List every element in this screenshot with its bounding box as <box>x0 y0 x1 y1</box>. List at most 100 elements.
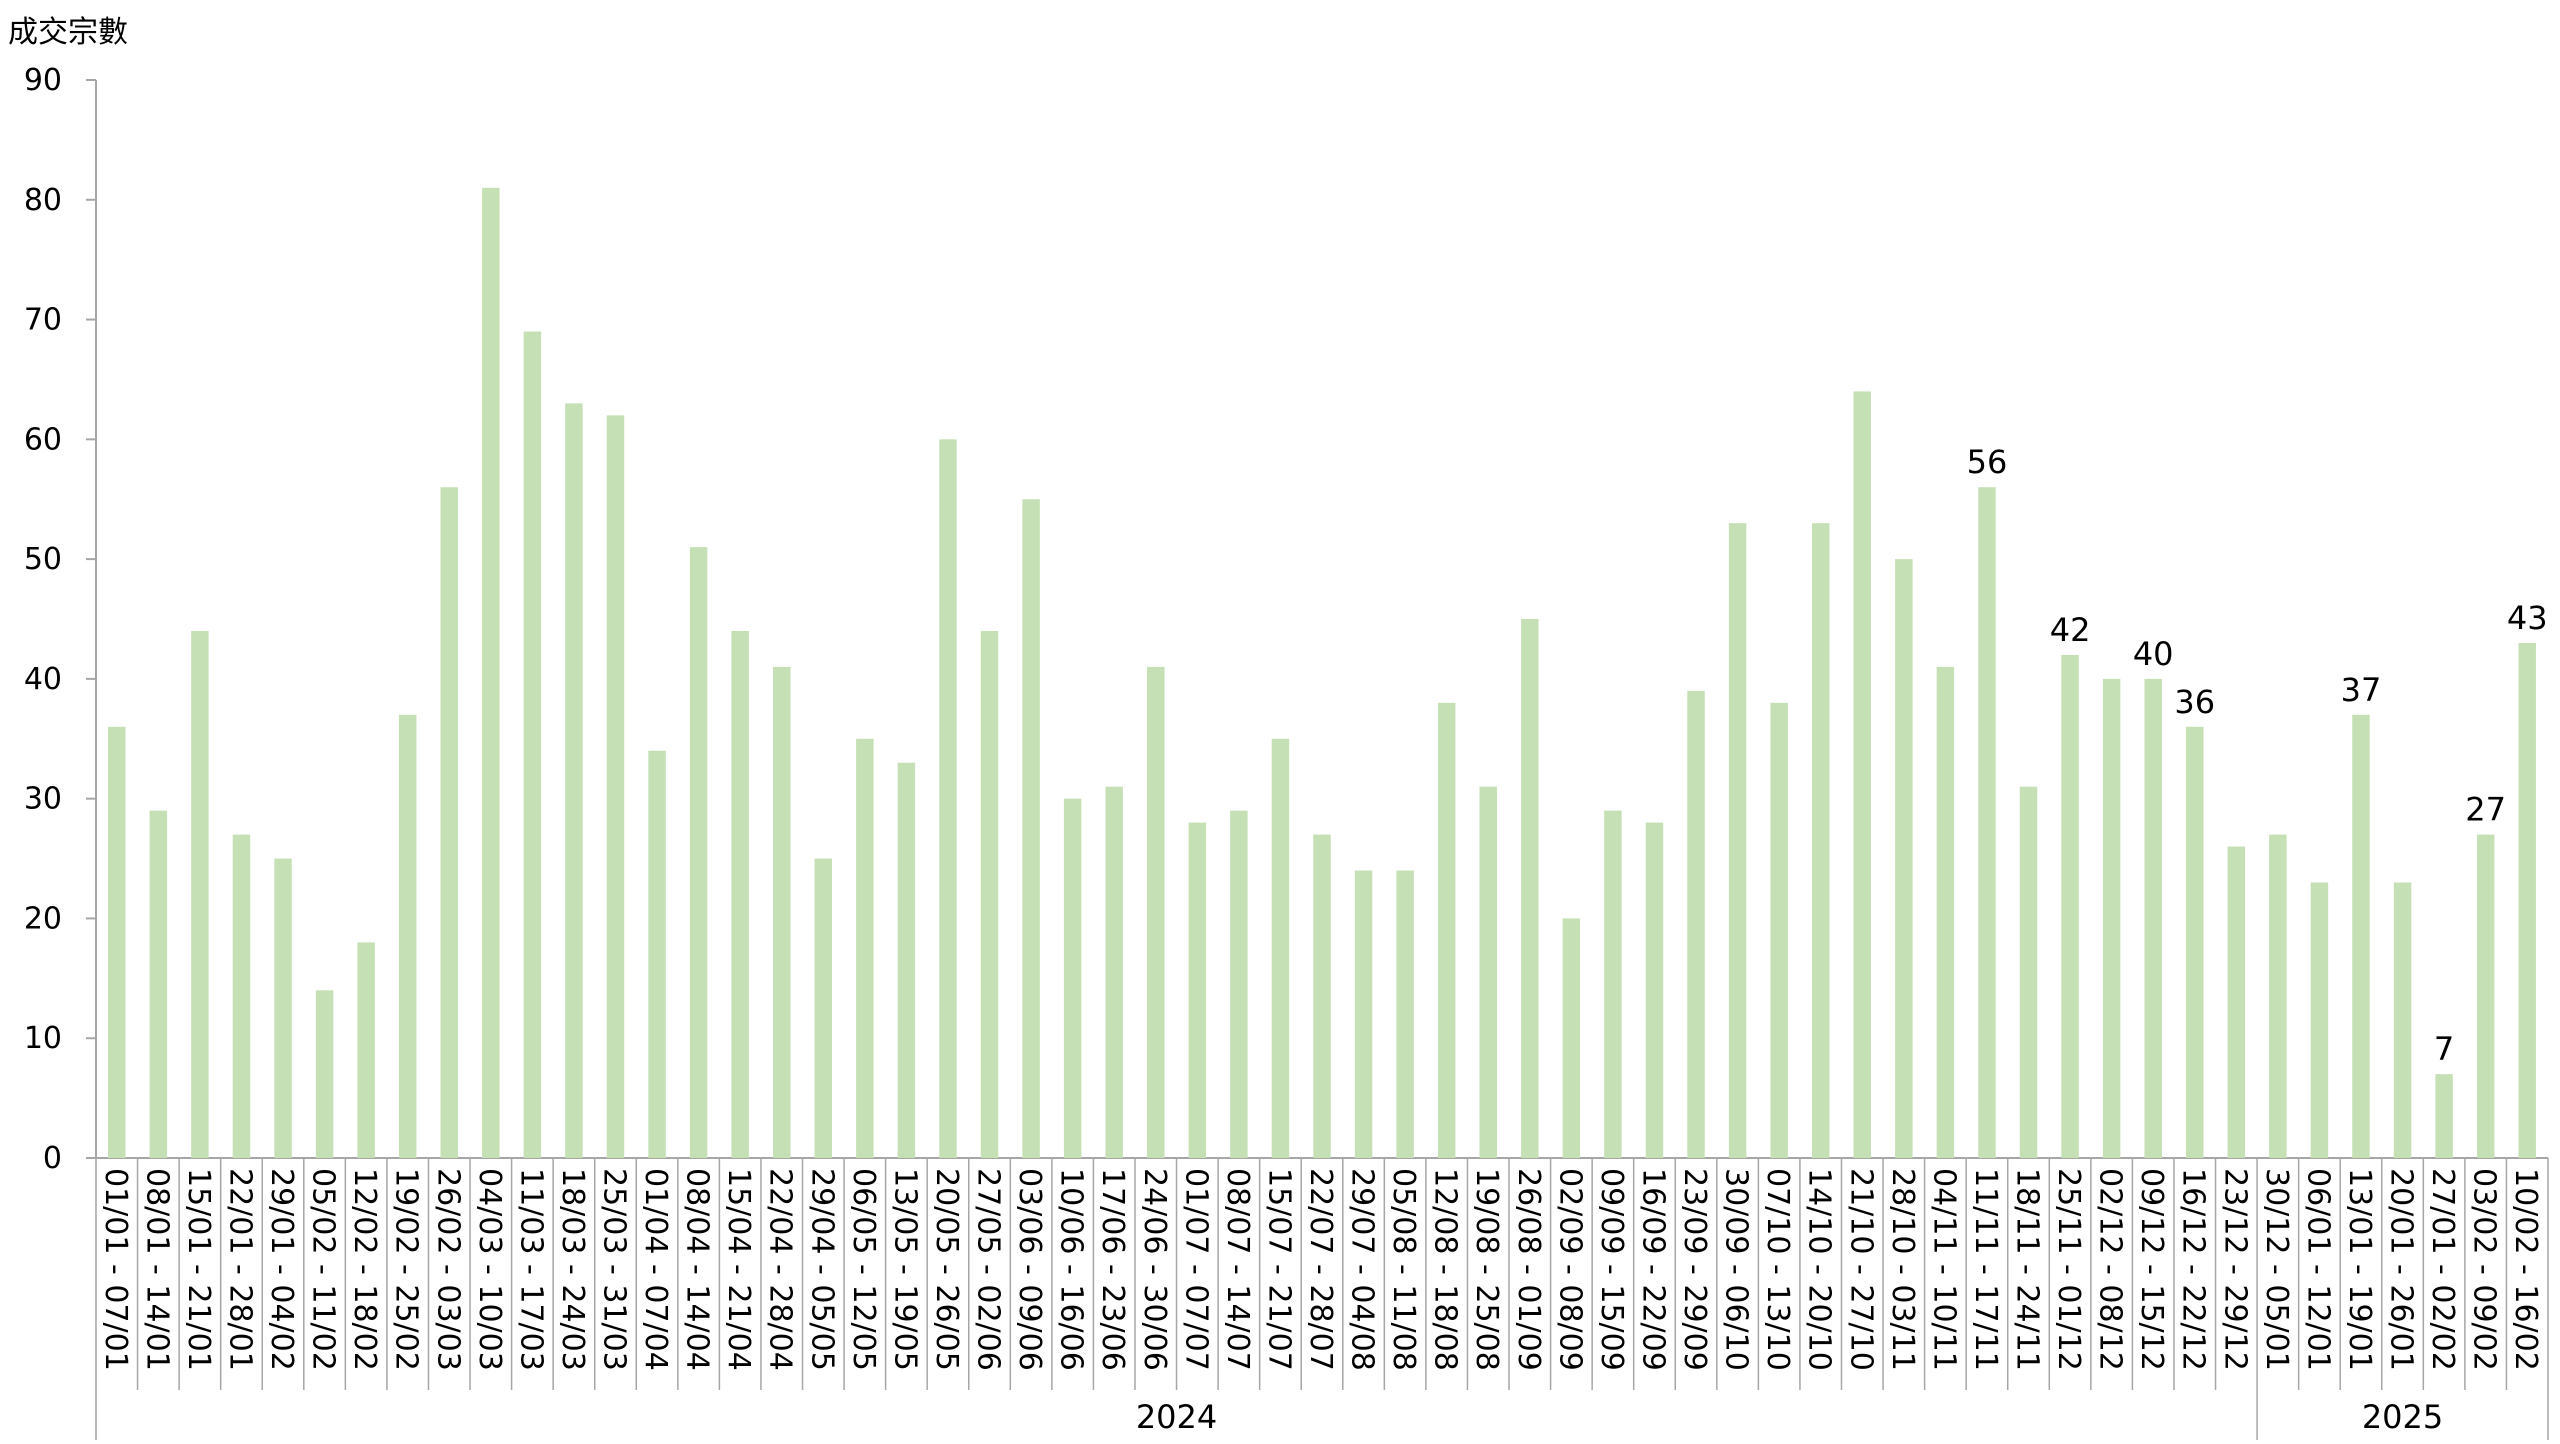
x-tick-label: 17/06 - 23/06 <box>1095 1168 1130 1371</box>
x-tick-label: 14/10 - 20/10 <box>1802 1168 1837 1371</box>
x-tick-label: 15/07 - 21/07 <box>1261 1168 1296 1371</box>
x-tick-label: 12/02 - 18/02 <box>347 1168 382 1371</box>
x-tick-label: 20/01 - 26/01 <box>2384 1168 2419 1371</box>
bar <box>1188 822 1207 1158</box>
bar <box>689 547 708 1158</box>
bar <box>1271 738 1290 1158</box>
x-tick-label: 04/11 - 10/11 <box>1926 1168 1961 1371</box>
x-tick-label: 16/12 - 22/12 <box>2176 1168 2211 1371</box>
x-tick-label: 21/10 - 27/10 <box>1843 1168 1878 1371</box>
y-tick-label: 80 <box>24 183 62 218</box>
bar <box>2435 1074 2453 1158</box>
bar <box>1604 810 1622 1158</box>
x-tick-label: 18/03 - 24/03 <box>555 1168 590 1371</box>
bar <box>1687 690 1705 1158</box>
data-label: 40 <box>2133 635 2174 673</box>
x-tick-label: 03/02 - 09/02 <box>2467 1168 2502 1371</box>
bar <box>2476 834 2495 1158</box>
bar <box>357 942 375 1158</box>
x-tick-label: 11/03 - 17/03 <box>513 1168 548 1371</box>
y-tick-label: 20 <box>24 901 62 936</box>
x-tick-label: 23/09 - 29/09 <box>1677 1168 1712 1371</box>
x-tick-label: 29/01 - 04/02 <box>264 1168 299 1371</box>
x-tick-label: 27/01 - 02/02 <box>2425 1168 2460 1371</box>
bar <box>2102 678 2121 1158</box>
x-tick-label: 15/01 - 21/01 <box>181 1168 216 1371</box>
bar <box>939 439 957 1158</box>
bar <box>1105 786 1123 1158</box>
y-axis-label: 成交宗數 <box>8 15 128 50</box>
x-tick-label: 19/08 - 25/08 <box>1469 1168 1504 1371</box>
bar <box>856 738 874 1158</box>
x-tick-label: 13/01 - 19/01 <box>2342 1168 2377 1371</box>
x-tick-label: 13/05 - 19/05 <box>887 1168 922 1371</box>
x-tick-label: 29/07 - 04/08 <box>1345 1168 1380 1371</box>
bar <box>1978 487 1996 1158</box>
x-tick-label: 08/04 - 14/04 <box>680 1168 715 1371</box>
bar <box>523 331 542 1158</box>
x-tick-label: 06/05 - 12/05 <box>846 1168 881 1371</box>
x-tick-label: 20/05 - 26/05 <box>929 1168 964 1371</box>
x-tick-label: 29/04 - 05/05 <box>804 1168 839 1371</box>
bar <box>274 858 292 1158</box>
data-label: 7 <box>2434 1030 2454 1068</box>
bar <box>1063 798 1082 1158</box>
year-label: 2024 <box>1136 1398 1217 1436</box>
y-tick-label: 40 <box>24 662 62 697</box>
bar <box>2269 834 2287 1158</box>
x-tick-label: 22/01 - 28/01 <box>222 1168 257 1371</box>
x-tick-label: 11/11 - 17/11 <box>1968 1168 2003 1371</box>
x-tick-label: 19/02 - 25/02 <box>389 1168 424 1371</box>
bar <box>2186 726 2204 1158</box>
bar <box>1437 702 1456 1158</box>
x-tick-label: 01/07 - 07/07 <box>1178 1168 1213 1371</box>
bar <box>1645 822 1664 1158</box>
x-tick-label: 26/08 - 01/09 <box>1511 1168 1546 1371</box>
bar <box>482 187 500 1159</box>
bar <box>1770 702 1788 1158</box>
data-label: 43 <box>2507 599 2548 637</box>
x-tick-label: 10/02 - 16/02 <box>2508 1168 2543 1371</box>
y-tick-label: 10 <box>24 1021 62 1056</box>
bar <box>773 666 791 1158</box>
x-tick-label: 05/08 - 11/08 <box>1386 1168 1421 1371</box>
bar <box>2518 642 2536 1158</box>
bar <box>2393 882 2412 1158</box>
x-tick-label: 08/07 - 14/07 <box>1220 1168 1255 1371</box>
bar <box>565 403 583 1158</box>
bar <box>980 630 999 1158</box>
bar <box>1313 834 1331 1158</box>
bar <box>1230 810 1248 1158</box>
x-tick-label: 22/07 - 28/07 <box>1303 1168 1338 1371</box>
y-tick-label: 0 <box>43 1141 62 1176</box>
data-label: 56 <box>1967 443 2008 481</box>
bar <box>1396 870 1414 1158</box>
bar <box>108 726 126 1158</box>
x-tick-label: 12/08 - 18/08 <box>1428 1168 1463 1371</box>
y-tick-label: 50 <box>24 542 62 577</box>
x-tick-label: 25/11 - 01/12 <box>2051 1168 2086 1371</box>
x-tick-label: 25/03 - 31/03 <box>596 1168 631 1371</box>
bar <box>1147 666 1165 1158</box>
x-tick-label: 16/09 - 22/09 <box>1635 1168 1670 1371</box>
bar <box>398 714 417 1158</box>
x-tick-label: 02/12 - 08/12 <box>2093 1168 2128 1371</box>
bar <box>1479 786 1497 1158</box>
bar <box>1562 918 1581 1158</box>
x-tick-label: 15/04 - 21/04 <box>721 1168 756 1371</box>
bar <box>2227 846 2246 1158</box>
x-tick-label: 01/01 - 07/01 <box>98 1168 133 1371</box>
x-tick-label: 28/10 - 03/11 <box>1885 1168 1920 1371</box>
bar <box>648 750 666 1158</box>
bar <box>1354 870 1373 1158</box>
bar <box>315 990 334 1158</box>
bar <box>1936 666 1955 1158</box>
x-tick-label: 09/09 - 15/09 <box>1594 1168 1629 1371</box>
bar <box>2144 678 2162 1158</box>
x-tick-label: 27/05 - 02/06 <box>971 1168 1006 1371</box>
x-tick-label: 30/12 - 05/01 <box>2259 1168 2294 1371</box>
bar <box>1853 391 1871 1158</box>
y-tick-label: 30 <box>24 782 62 817</box>
bar <box>2061 654 2079 1158</box>
